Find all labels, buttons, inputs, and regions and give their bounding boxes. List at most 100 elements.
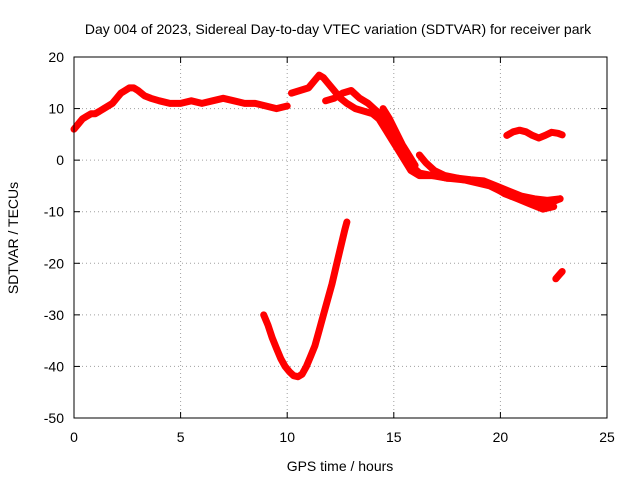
data-point	[504, 133, 509, 138]
series-late-upper	[503, 126, 566, 142]
data-point	[557, 196, 563, 201]
data-point	[366, 101, 371, 106]
data-point	[353, 106, 358, 111]
data-point	[555, 131, 561, 136]
data-point	[517, 128, 522, 133]
data-point	[308, 353, 313, 359]
data-point	[530, 133, 535, 138]
series-mid-band-b	[322, 87, 558, 213]
data-point	[560, 132, 565, 138]
data-point	[282, 364, 288, 369]
data-point	[334, 263, 339, 269]
data-point	[511, 129, 516, 134]
data-point	[123, 88, 128, 93]
data-point	[261, 312, 266, 318]
data-point	[306, 85, 311, 91]
data-point	[199, 101, 205, 106]
data-point	[265, 323, 271, 328]
data-point	[167, 101, 173, 106]
x-tick-label: 5	[177, 429, 185, 445]
data-point	[393, 129, 399, 134]
series-deep-dip	[260, 218, 351, 381]
x-tick-label: 20	[493, 429, 509, 445]
data-point	[536, 135, 541, 141]
data-point	[430, 173, 435, 178]
data-point	[400, 142, 405, 147]
data-point	[289, 90, 294, 96]
data-point	[338, 245, 343, 250]
y-tick-label: 10	[48, 101, 64, 117]
x-tick-label: 0	[70, 429, 78, 445]
data-point	[291, 373, 296, 378]
data-point	[528, 201, 533, 207]
data-point	[270, 335, 275, 341]
data-point	[551, 204, 556, 209]
data-point	[506, 188, 512, 194]
data-point	[101, 106, 107, 111]
data-point	[263, 103, 269, 109]
data-point	[127, 85, 132, 91]
y-tick-label: -10	[44, 204, 64, 220]
data-point	[519, 194, 524, 199]
data-point	[493, 183, 499, 189]
data-point	[93, 111, 98, 116]
data-point	[312, 343, 318, 348]
x-axis-label: GPS time / hours	[287, 458, 394, 474]
data-point	[553, 276, 558, 281]
data-point	[374, 109, 379, 114]
data-point	[329, 281, 335, 287]
data-point	[178, 101, 183, 106]
y-tick-label: -30	[44, 307, 64, 323]
y-tick-label: -40	[44, 358, 64, 374]
data-point	[84, 114, 90, 119]
data-point	[287, 369, 292, 374]
data-point	[88, 111, 94, 116]
data-point	[331, 88, 337, 93]
data-point	[317, 72, 322, 78]
data-point	[380, 106, 386, 111]
y-tick-label: 0	[56, 152, 64, 168]
data-point	[312, 78, 318, 83]
data-point	[325, 297, 330, 302]
data-point	[110, 101, 115, 106]
data-point	[556, 272, 562, 278]
y-tick-label: -50	[44, 410, 64, 426]
data-point	[325, 80, 330, 86]
data-point	[560, 269, 565, 274]
data-point	[540, 206, 546, 212]
data-point	[97, 109, 102, 114]
series-mid-band-a	[288, 71, 564, 208]
y-axis-label: SDTVAR / TECUs	[5, 182, 21, 294]
data-point	[148, 96, 153, 101]
data-point	[135, 88, 141, 93]
data-point	[523, 129, 529, 134]
plot-frame	[73, 56, 608, 419]
data-point	[221, 96, 226, 101]
data-point	[417, 170, 422, 176]
data-point	[274, 106, 279, 111]
data-point	[361, 109, 367, 114]
data-point	[131, 85, 136, 91]
data-point	[321, 75, 326, 80]
data-point	[114, 96, 119, 101]
data-point	[344, 219, 350, 225]
data-point	[299, 372, 305, 377]
data-point	[157, 98, 162, 104]
data-point	[481, 178, 486, 183]
data-point	[432, 168, 437, 173]
x-tick-label: 25	[599, 429, 615, 445]
data-point	[417, 152, 422, 158]
data-point	[442, 173, 448, 178]
data-point	[349, 88, 354, 93]
data-point	[549, 130, 554, 135]
data-point	[423, 160, 428, 165]
data-point	[468, 177, 473, 182]
data-point	[285, 103, 290, 109]
data-point	[317, 328, 322, 333]
data-point	[357, 96, 362, 101]
data-point	[76, 121, 81, 127]
data-point	[118, 90, 124, 96]
data-point	[189, 98, 194, 104]
data-point	[253, 101, 258, 106]
data-point	[412, 163, 418, 168]
